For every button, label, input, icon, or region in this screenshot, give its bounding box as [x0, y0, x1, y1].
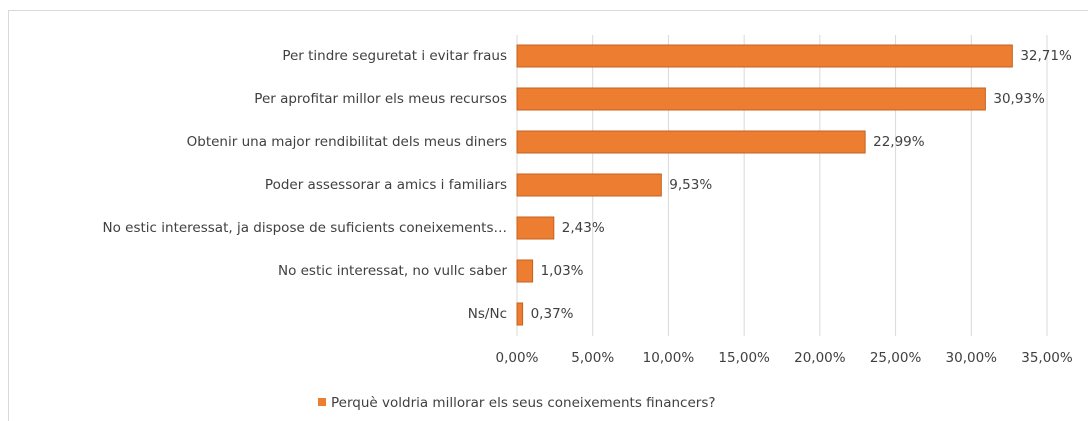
x-tick-label: 10,00% [643, 350, 695, 366]
bar [516, 173, 662, 197]
y-tick-label: Obtenir una major rendibilitat dels meus… [187, 134, 507, 150]
data-label: 32,71% [1020, 48, 1072, 64]
x-tick-label: 15,00% [718, 350, 770, 366]
data-label: 22,99% [873, 134, 925, 150]
x-tick-label: 25,00% [870, 350, 922, 366]
x-tick-label: 30,00% [946, 350, 998, 366]
bar [516, 259, 534, 283]
y-tick-label: Poder assessorar a amics i familiars [265, 177, 507, 193]
data-label: 1,03% [541, 263, 584, 279]
bar [516, 87, 986, 111]
x-tick-label: 0,00% [496, 350, 539, 366]
y-tick-label: Ns/Nc [468, 306, 507, 322]
bar [516, 44, 1013, 68]
y-tick-label: No estic interessat, no vullc saber [278, 263, 507, 279]
x-tick-label: 20,00% [794, 350, 846, 366]
y-tick-label: No estic interessat, ja dispose de sufic… [103, 220, 507, 236]
bar [516, 130, 866, 154]
data-label: 9,53% [669, 177, 712, 193]
data-label: 2,43% [562, 220, 605, 236]
y-tick-label: Per aprofitar millor els meus recursos [254, 91, 507, 107]
bar [516, 216, 555, 240]
legend-marker [318, 398, 326, 406]
legend-label: Perquè voldria millorar els seus coneixe… [331, 395, 716, 411]
x-tick-label: 35,00% [1021, 350, 1073, 366]
data-label: 0,37% [531, 306, 574, 322]
x-tick-label: 5,00% [571, 350, 614, 366]
chart-border [8, 10, 1088, 421]
y-tick-label: Per tindre seguretat i evitar fraus [282, 48, 507, 64]
bar [516, 302, 524, 326]
data-label: 30,93% [993, 91, 1045, 107]
